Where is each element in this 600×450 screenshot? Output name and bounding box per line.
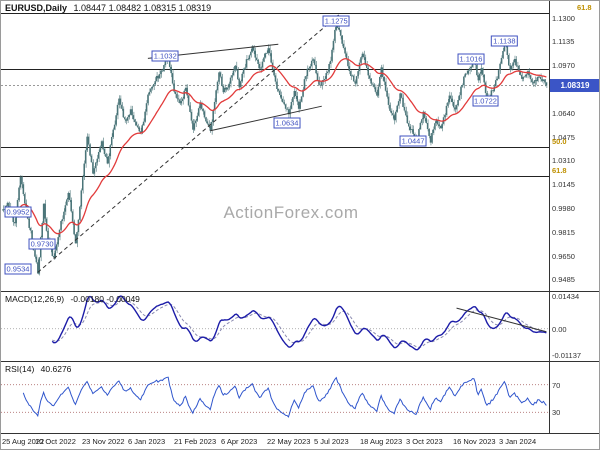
macd-name-label: MACD(12,26,9) (5, 294, 65, 304)
price-axis-label: 1.0475 (552, 132, 575, 142)
price-axis-label: 1.0310 (552, 156, 575, 166)
ohlc-values: 1.08447 1.08482 1.08315 1.08319 (73, 3, 212, 13)
date-axis-label: 21 Feb 2023 (174, 437, 217, 446)
price-annotation-box: 1.0722 (472, 95, 499, 107)
date-axis-label: 3 Jan 2024 (499, 437, 537, 446)
rsi-name-label: RSI(14) (5, 364, 35, 374)
rsi-axis-label: 70 (552, 380, 561, 390)
date-axis-label: 6 Jan 2023 (128, 437, 166, 446)
watermark: ActionForex.com (223, 203, 359, 222)
fib-level-label: 61.8 (552, 166, 567, 176)
price-annotation-box: 1.1016 (457, 53, 485, 65)
price-annotation-box: 1.1032 (151, 50, 179, 62)
date-axis-label: 25 Aug 2022 (2, 437, 45, 446)
date-axis-label: 23 Nov 2022 (82, 437, 125, 446)
price-axis-label: 0.9485 (552, 275, 575, 285)
chart-title: EURUSD,Daily 1.08447 1.08482 1.08315 1.0… (5, 3, 211, 13)
rsi-value-label: 40.6276 (40, 364, 72, 374)
price-annotation-box: 1.0634 (273, 117, 301, 129)
date-axis-label: 22 May 2023 (267, 437, 311, 446)
symbol-timeframe-label: EURUSD,Daily (5, 3, 68, 13)
price-axis-label: 0.9650 (552, 251, 575, 261)
rsi-panel-title: RSI(14) 40.6276 (5, 364, 71, 374)
price-axis-label: 1.1300 (552, 13, 575, 23)
date-axis-label: 3 Oct 2023 (406, 437, 443, 446)
price-annotation-box: 0.9730 (28, 238, 56, 250)
date-axis-label: 5 Jul 2023 (314, 437, 349, 446)
macd-values-label: -0.00180 -0.00049 (70, 294, 140, 304)
macd-axis-label: -0.01137 (552, 351, 582, 361)
rsi-axis-label: 30 (552, 408, 561, 418)
price-annotation-box: 1.1138 (491, 35, 518, 47)
price-axis-label: 1.0970 (552, 61, 575, 71)
date-axis-label: 10 Oct 2022 (35, 437, 76, 446)
macd-panel-title: MACD(12,26,9) -0.00180 -0.00049 (5, 294, 140, 304)
price-axis-label: 1.1135 (552, 37, 575, 47)
date-axis-label: 18 Aug 2023 (360, 437, 403, 446)
price-annotation-box: 1.1275 (322, 15, 350, 27)
price-annotation-box: 0.9534 (4, 263, 32, 275)
date-axis-label: 16 Nov 2023 (453, 437, 496, 446)
price-axis-label: 1.0145 (552, 180, 575, 190)
price-axis-label: 0.9815 (552, 227, 575, 237)
fib-level-label: 50.0 (552, 136, 567, 146)
current-price-box: 1.08319 (550, 78, 599, 92)
price-axis-label: 0.9980 (552, 204, 575, 214)
macd-axis-label: 0.00 (552, 324, 567, 334)
price-annotation-box: 0.9952 (4, 206, 32, 218)
macd-axis-label: 0.01434 (552, 291, 580, 301)
date-axis-label: 6 Apr 2023 (221, 437, 258, 446)
fib-level-label: 61.8 (577, 3, 592, 13)
price-axis-label: 1.0640 (552, 108, 575, 118)
price-annotation-box: 1.0447 (399, 135, 427, 147)
